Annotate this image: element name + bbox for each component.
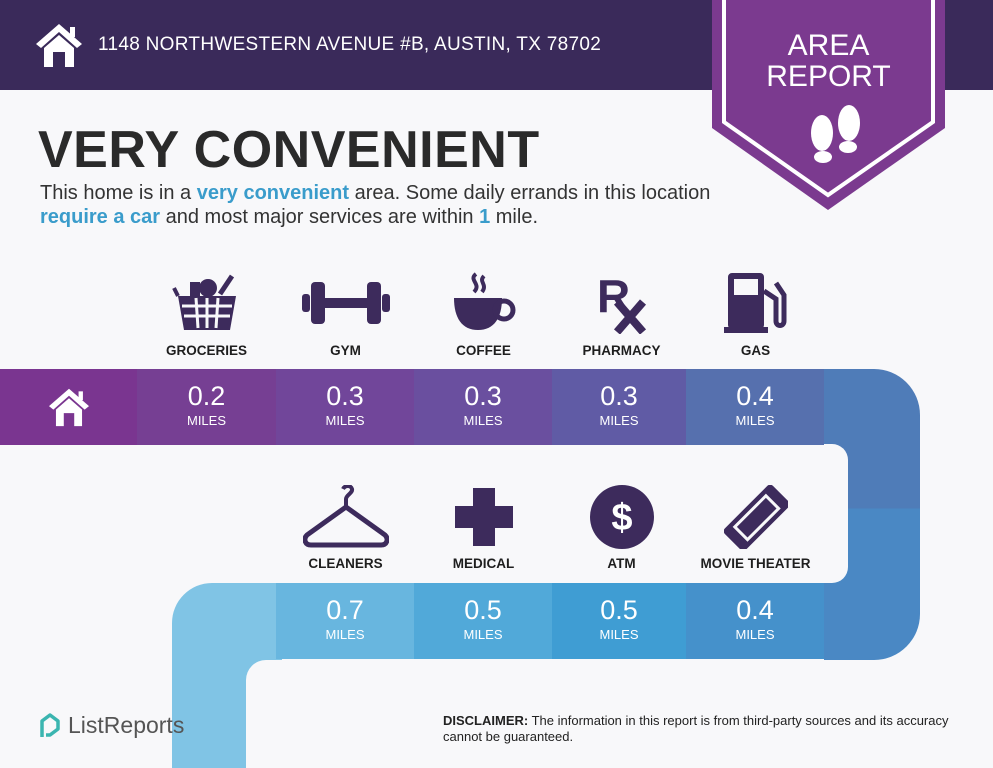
distance-value: 0.2 xyxy=(187,381,226,411)
description: This home is in a very convenient area. … xyxy=(40,182,711,228)
medical-cross-icon xyxy=(414,484,553,550)
distance-cell-pharmacy: 0.3 MILES xyxy=(552,369,686,445)
dollar-icon: $ xyxy=(552,484,691,550)
distance-cell-atm: 0.5 MILES xyxy=(552,583,686,659)
distance-cell-medical: 0.5 MILES xyxy=(414,583,552,659)
distance-cell-groceries: 0.2 MILES xyxy=(137,369,276,445)
distance-cell-gym: 0.3 MILES xyxy=(276,369,414,445)
distance-value: 0.5 xyxy=(600,595,638,625)
distance-value: 0.4 xyxy=(736,381,774,411)
badge-line1: AREA xyxy=(787,29,870,62)
amenity-label: COFFEE xyxy=(456,343,511,358)
distance-unit: MILES xyxy=(463,627,503,642)
distance-cell-cleaners: 0.7 MILES xyxy=(276,583,414,659)
distance-unit: MILES xyxy=(735,627,775,642)
svg-text:$: $ xyxy=(611,497,632,539)
amenity-label: GAS xyxy=(740,343,771,358)
area-report-badge: AREA REPORT xyxy=(712,0,945,212)
logo-icon xyxy=(40,712,60,737)
distance-value: 0.3 xyxy=(326,381,364,411)
distance-cell-gas: 0.4 MILES xyxy=(686,369,824,445)
distance-unit: MILES xyxy=(735,413,775,428)
distance-value: 0.3 xyxy=(600,381,638,411)
page-title: VERY CONVENIENT xyxy=(38,121,540,179)
amenity-label: PHARMACY xyxy=(582,343,661,358)
coffee-cup-icon xyxy=(414,270,553,336)
grocery-basket-icon xyxy=(137,270,276,336)
amenity-label: GROCERIES xyxy=(165,343,247,358)
badge-line2: REPORT xyxy=(766,60,891,93)
distance-unit: MILES xyxy=(599,627,639,642)
distance-cell-coffee: 0.3 MILES xyxy=(414,369,552,445)
house-icon xyxy=(48,388,89,427)
bottom-panel xyxy=(246,660,993,768)
amenity-label: MOVIE THEATER xyxy=(700,556,811,571)
dumbbell-icon xyxy=(276,270,415,336)
distance-unit: MILES xyxy=(325,627,365,642)
house-icon xyxy=(36,24,82,67)
distance-value: 0.4 xyxy=(736,595,774,625)
hanger-icon xyxy=(276,484,415,550)
middle-panel xyxy=(0,444,848,583)
amenity-label: CLEANERS xyxy=(308,556,383,571)
ticket-icon xyxy=(686,484,825,550)
distance-unit: MILES xyxy=(186,413,226,428)
listreports-logo: ListReports xyxy=(38,712,184,739)
distance-value: 0.7 xyxy=(326,595,364,625)
distance-value: 0.5 xyxy=(464,595,502,625)
distance-unit: MILES xyxy=(599,413,639,428)
amenity-label: MEDICAL xyxy=(452,556,515,571)
rx-icon: R xyxy=(552,270,691,336)
distance-cell-movie-theater: 0.4 MILES xyxy=(686,583,824,659)
distance-unit: MILES xyxy=(463,413,503,428)
amenity-label: GYM xyxy=(330,343,361,358)
gas-pump-icon xyxy=(686,270,825,336)
footprints-icon xyxy=(811,105,860,163)
distance-value: 0.3 xyxy=(464,381,502,411)
disclaimer: DISCLAIMER: The information in this repo… xyxy=(443,713,949,744)
amenity-label: ATM xyxy=(607,556,636,571)
distance-unit: MILES xyxy=(325,413,365,428)
property-address: 1148 NORTHWESTERN AVENUE #B, AUSTIN, TX … xyxy=(98,34,602,55)
home-cell xyxy=(0,369,137,445)
